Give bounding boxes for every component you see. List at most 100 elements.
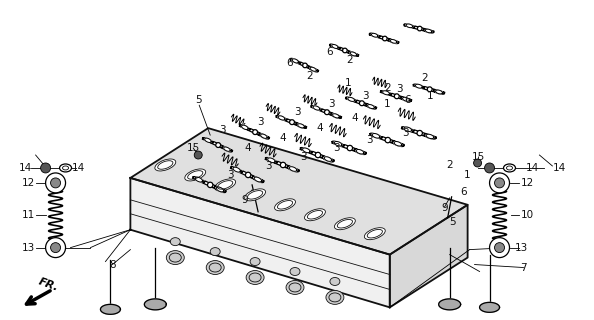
Text: 3: 3 (257, 117, 263, 127)
Text: 4: 4 (352, 113, 358, 123)
Text: 9: 9 (242, 195, 248, 205)
Text: 6: 6 (460, 187, 467, 197)
Polygon shape (203, 138, 233, 152)
Text: 1: 1 (384, 99, 390, 109)
Circle shape (46, 238, 65, 258)
Ellipse shape (245, 189, 266, 201)
Circle shape (427, 87, 432, 92)
Polygon shape (426, 134, 434, 139)
Polygon shape (331, 141, 366, 155)
Polygon shape (372, 133, 380, 138)
Circle shape (495, 178, 504, 188)
Circle shape (489, 238, 510, 258)
Polygon shape (265, 157, 299, 172)
Ellipse shape (210, 248, 220, 256)
Polygon shape (100, 304, 121, 314)
Text: 3: 3 (366, 135, 373, 145)
Polygon shape (278, 116, 285, 120)
Polygon shape (292, 59, 298, 63)
Circle shape (216, 143, 220, 148)
Text: 3: 3 (293, 107, 301, 117)
Text: 14: 14 (553, 163, 566, 173)
Polygon shape (404, 127, 412, 132)
Polygon shape (406, 24, 413, 28)
Circle shape (280, 162, 286, 168)
Text: 6: 6 (287, 59, 293, 68)
Polygon shape (402, 127, 437, 139)
Text: 3: 3 (362, 91, 369, 101)
Text: 3: 3 (300, 152, 307, 162)
Text: 2: 2 (346, 55, 353, 65)
Circle shape (485, 163, 495, 173)
Text: 3: 3 (219, 125, 226, 135)
Text: 3: 3 (334, 143, 340, 153)
Ellipse shape (504, 164, 516, 172)
Ellipse shape (326, 291, 344, 304)
Polygon shape (334, 141, 342, 146)
Polygon shape (383, 91, 390, 95)
Polygon shape (289, 167, 297, 171)
Text: 1: 1 (345, 78, 351, 88)
Circle shape (194, 151, 202, 159)
Circle shape (207, 182, 213, 188)
Polygon shape (276, 116, 307, 128)
Text: 2: 2 (307, 71, 313, 81)
Text: FR.: FR. (37, 276, 60, 293)
Circle shape (46, 173, 65, 193)
Ellipse shape (246, 270, 264, 284)
Text: 1: 1 (465, 170, 471, 180)
Polygon shape (369, 133, 405, 147)
Text: 7: 7 (520, 262, 527, 273)
Polygon shape (239, 124, 270, 139)
Text: 6: 6 (405, 95, 411, 105)
Ellipse shape (59, 164, 71, 172)
Ellipse shape (214, 179, 236, 191)
Polygon shape (415, 84, 422, 88)
Ellipse shape (166, 251, 184, 265)
Polygon shape (261, 134, 267, 138)
Text: 2: 2 (421, 73, 428, 83)
Polygon shape (348, 97, 355, 101)
Text: 14: 14 (526, 163, 539, 173)
Text: 15: 15 (187, 143, 200, 153)
Polygon shape (404, 24, 434, 33)
Polygon shape (224, 147, 230, 151)
Text: 4: 4 (317, 123, 323, 133)
Polygon shape (310, 67, 317, 71)
Text: 3: 3 (396, 84, 403, 94)
Text: 5: 5 (449, 217, 456, 227)
Ellipse shape (334, 218, 355, 230)
Text: 6: 6 (327, 47, 333, 58)
Text: 14: 14 (72, 163, 85, 173)
Polygon shape (390, 39, 397, 43)
Polygon shape (144, 299, 166, 310)
Polygon shape (403, 97, 409, 101)
Polygon shape (302, 148, 310, 153)
Polygon shape (131, 128, 467, 255)
Polygon shape (254, 177, 261, 182)
Text: 14: 14 (19, 163, 32, 173)
Circle shape (343, 48, 347, 53)
Text: 12: 12 (521, 178, 534, 188)
Circle shape (489, 173, 510, 193)
Polygon shape (332, 44, 338, 48)
Circle shape (383, 36, 387, 41)
Polygon shape (300, 148, 334, 162)
Polygon shape (413, 84, 445, 94)
Polygon shape (298, 124, 304, 128)
Text: 5: 5 (195, 95, 201, 105)
Ellipse shape (155, 159, 176, 171)
Ellipse shape (305, 209, 326, 221)
Polygon shape (313, 106, 320, 110)
Circle shape (290, 120, 295, 124)
Polygon shape (195, 177, 203, 182)
Polygon shape (350, 52, 356, 56)
Text: 8: 8 (109, 260, 116, 269)
Text: 11: 11 (22, 210, 35, 220)
Polygon shape (346, 97, 377, 109)
Circle shape (473, 159, 482, 167)
Text: 3: 3 (328, 99, 335, 109)
Text: 3: 3 (402, 128, 409, 138)
Polygon shape (268, 158, 275, 163)
Polygon shape (192, 177, 226, 193)
